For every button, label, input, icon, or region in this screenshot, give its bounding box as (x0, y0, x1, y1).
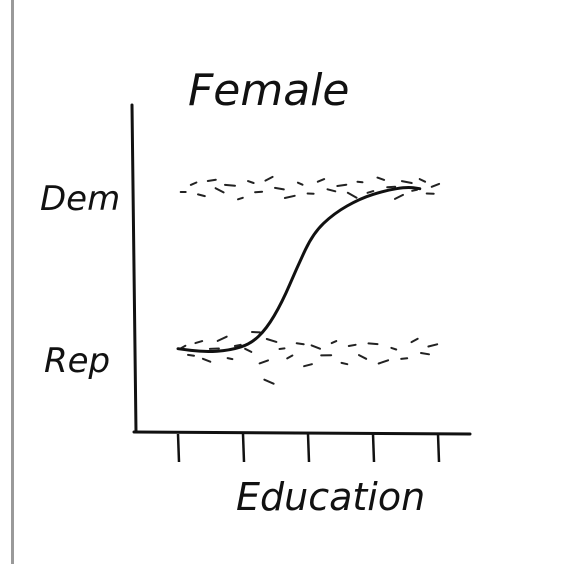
page-left-edge (11, 0, 14, 564)
data-point (310, 344, 321, 350)
data-point (187, 353, 195, 357)
data-point (340, 361, 349, 366)
data-point (283, 194, 296, 199)
y-tick-label-rep: Rep (44, 341, 110, 381)
chart-title: Female (188, 65, 350, 116)
data-point (410, 337, 419, 344)
data-point (237, 196, 244, 201)
data-point (278, 347, 286, 350)
data-point (265, 338, 278, 343)
data-point (418, 178, 427, 183)
x-tick-1 (176, 433, 181, 463)
data-point (427, 343, 439, 348)
x-tick-5 (436, 433, 441, 463)
data-point (347, 343, 357, 347)
x-axis (132, 430, 472, 436)
data-point (420, 352, 430, 356)
x-tick-3 (306, 433, 311, 463)
data-point (430, 182, 441, 188)
data-point (258, 359, 269, 365)
data-point (201, 357, 212, 363)
data-point (377, 359, 390, 365)
data-point (330, 340, 338, 345)
data-point (264, 175, 274, 182)
y-axis (130, 103, 138, 434)
data-point (263, 378, 275, 385)
x-axis-ticks (176, 433, 441, 463)
data-point (336, 183, 348, 187)
data-point (206, 178, 217, 182)
data-point (247, 180, 255, 184)
data-point (358, 354, 368, 360)
data-point (214, 187, 225, 194)
data-point (224, 183, 236, 187)
data-point (346, 191, 358, 199)
data-point (316, 178, 326, 183)
data-point (376, 176, 386, 181)
data-point (326, 188, 337, 193)
data-point (226, 357, 234, 361)
data-point (390, 346, 398, 351)
data-point (394, 193, 404, 200)
data-point (286, 354, 294, 360)
data-point (197, 193, 206, 198)
data-point (295, 342, 305, 346)
data-point (400, 357, 409, 360)
data-point (274, 186, 285, 191)
data-point (411, 188, 418, 192)
data-point (296, 181, 304, 186)
data-point (216, 335, 228, 342)
x-tick-4 (371, 433, 376, 463)
data-point (244, 347, 253, 353)
data-point (367, 342, 379, 346)
x-tick-2 (241, 433, 246, 463)
data-point (356, 180, 364, 184)
y-tick-label-dem: Dem (40, 179, 120, 219)
data-point (254, 190, 264, 194)
x-axis-label: Education (236, 475, 425, 519)
logistic-curve (176, 186, 422, 353)
data-points (179, 175, 441, 385)
data-point (366, 190, 375, 194)
data-point (189, 181, 198, 186)
data-point (303, 363, 313, 368)
data-point (194, 340, 204, 345)
data-point (400, 180, 413, 184)
data-point (233, 343, 242, 347)
